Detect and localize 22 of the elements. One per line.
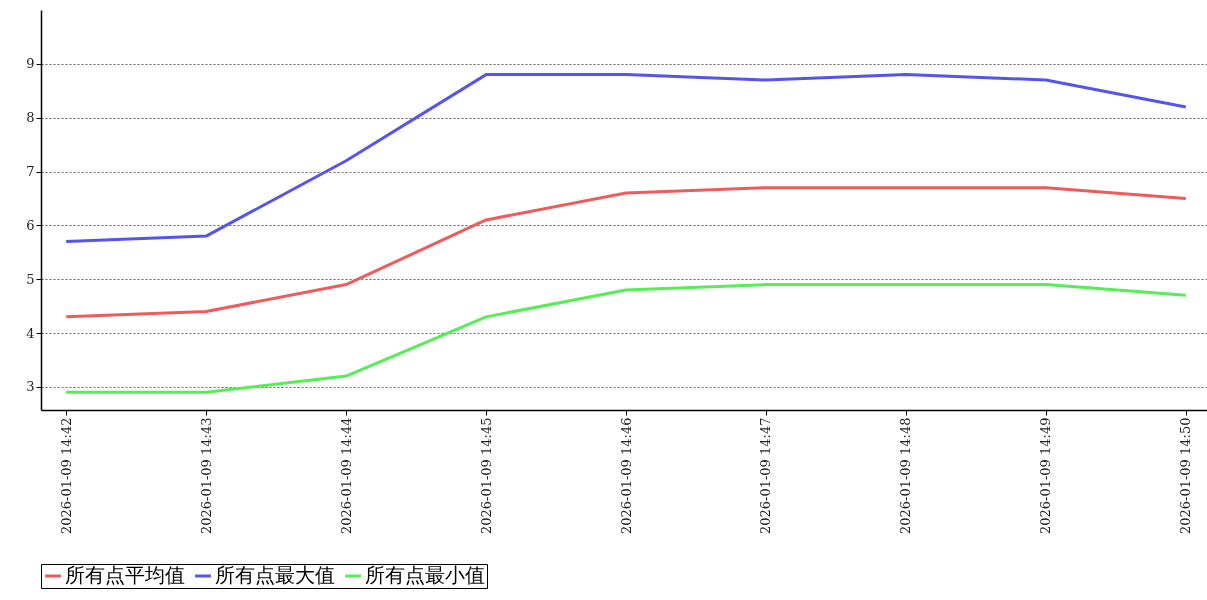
line-series xyxy=(64,73,1188,243)
x-tick-label: 2026-01-09 14:46 xyxy=(618,417,634,535)
x-tick-label: 2026-01-09 14:42 xyxy=(58,417,74,535)
legend-label: 所有点最小值 xyxy=(365,563,485,587)
y-tick-label: 3 xyxy=(26,379,35,395)
y-tick-label: 5 xyxy=(26,271,35,287)
x-tick-label: 2026-01-09 14:50 xyxy=(1178,417,1194,535)
x-tick-label: 2026-01-09 14:48 xyxy=(898,417,914,535)
x-tick-label: 2026-01-09 14:45 xyxy=(478,417,494,535)
x-tick-label: 2026-01-09 14:47 xyxy=(758,417,774,535)
x-tick-label: 2026-01-09 14:44 xyxy=(338,417,354,535)
x-tick-label: 2026-01-09 14:43 xyxy=(198,417,214,535)
legend-label: 所有点平均值 xyxy=(65,563,185,587)
line-series xyxy=(64,283,1188,394)
y-tick-label: 6 xyxy=(26,217,35,233)
y-tick-label: 7 xyxy=(26,164,35,180)
x-tick-label: 2026-01-09 14:49 xyxy=(1038,417,1054,535)
legend-label: 所有点最大值 xyxy=(215,563,335,587)
y-tick-label: 9 xyxy=(26,56,35,72)
y-tick-label: 4 xyxy=(26,325,35,341)
line-series xyxy=(64,186,1188,319)
y-tick-label: 8 xyxy=(26,110,35,126)
